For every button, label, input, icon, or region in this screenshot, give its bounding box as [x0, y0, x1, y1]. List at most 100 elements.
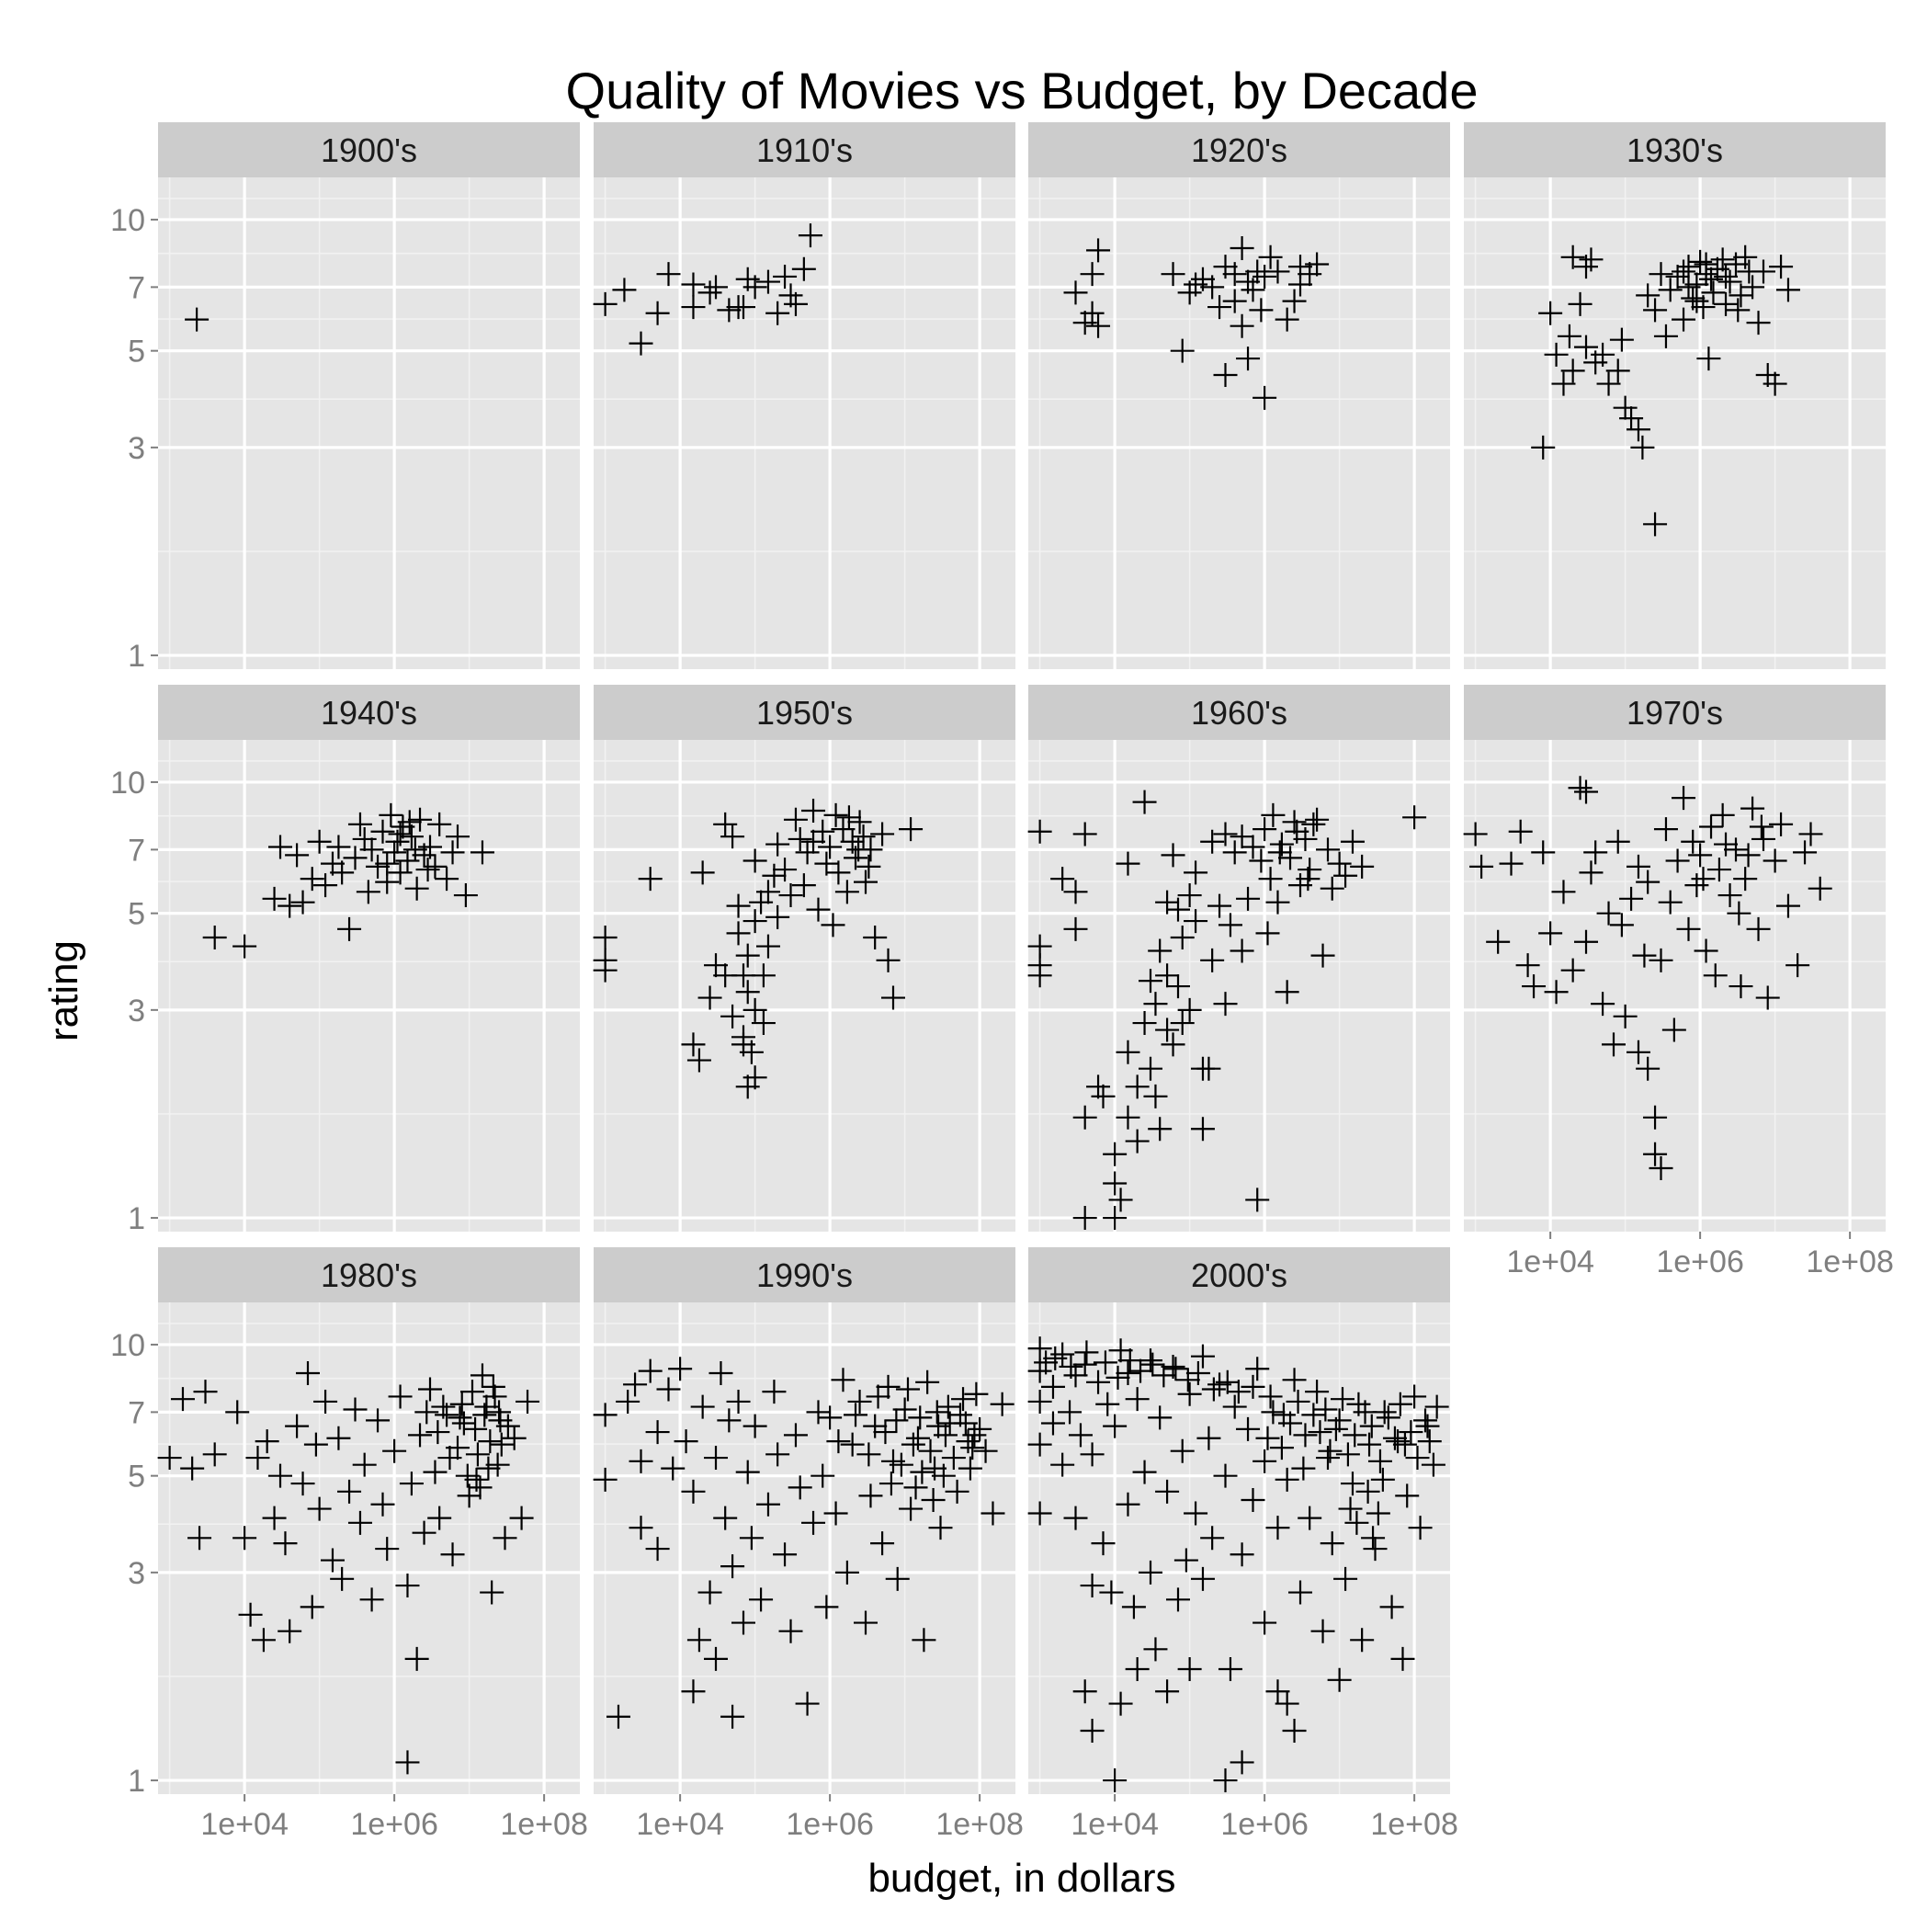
data-point	[408, 807, 433, 832]
data-point	[1691, 867, 1716, 892]
data-point	[1746, 916, 1771, 941]
data-point	[303, 1432, 328, 1457]
data-point	[295, 1361, 320, 1385]
data-point	[1684, 289, 1709, 313]
data-point	[968, 1416, 992, 1441]
panel-background	[1028, 740, 1450, 1232]
data-point	[1258, 1384, 1283, 1409]
data-point	[742, 848, 767, 873]
data-point	[656, 262, 681, 287]
data-point	[1310, 943, 1335, 968]
data-point	[903, 1475, 928, 1500]
data-point	[238, 1602, 263, 1627]
data-point	[1579, 247, 1604, 272]
data-point	[255, 1429, 279, 1454]
facet-panel: 1970's 1e+04 1e+06 1e+08	[1463, 685, 1894, 1279]
data-point	[765, 1442, 790, 1467]
facet-strip	[594, 685, 1015, 740]
data-point	[690, 860, 715, 885]
data-point	[856, 1442, 881, 1467]
data-point	[493, 1526, 517, 1551]
data-point	[412, 1520, 436, 1545]
data-point	[1763, 848, 1787, 873]
data-point	[681, 1679, 706, 1704]
data-point	[278, 1619, 302, 1643]
data-point	[1696, 347, 1721, 371]
data-point	[1390, 1646, 1415, 1671]
data-point	[356, 880, 380, 904]
data-point	[1298, 1506, 1322, 1530]
data-point	[951, 1387, 976, 1412]
data-point	[1093, 1350, 1117, 1375]
data-point	[313, 1389, 338, 1414]
data-point	[1213, 992, 1238, 1017]
data-point	[1763, 371, 1787, 396]
data-point	[1200, 829, 1225, 854]
data-point	[1688, 249, 1713, 274]
facet-label: 1950's	[756, 694, 853, 732]
data-point	[1544, 980, 1569, 1005]
data-point	[704, 1646, 729, 1671]
facet-label: 1920's	[1191, 131, 1287, 169]
data-point	[854, 869, 878, 894]
data-point	[474, 1394, 499, 1419]
facet-panel: 1990's 1e+04 1e+06 1e+08	[593, 1247, 1024, 1842]
data-point	[884, 1408, 909, 1433]
facet-strip	[594, 1247, 1015, 1302]
data-point	[1241, 1374, 1265, 1399]
data-point	[1643, 1105, 1668, 1130]
data-point	[451, 1411, 476, 1436]
data-point	[1222, 289, 1247, 313]
data-point	[1717, 269, 1742, 294]
y-tick-label: 10	[110, 1328, 145, 1363]
data-point	[435, 867, 459, 892]
data-point	[1215, 1369, 1240, 1394]
data-point	[440, 840, 465, 865]
data-point	[1703, 963, 1728, 988]
data-point	[1108, 1691, 1133, 1716]
data-point	[1177, 1657, 1202, 1682]
data-point	[1170, 1011, 1195, 1036]
data-point	[681, 272, 706, 297]
data-point	[459, 1380, 484, 1404]
data-point	[645, 1537, 670, 1562]
data-point	[1350, 854, 1375, 879]
data-point	[1230, 938, 1254, 963]
data-point	[1155, 1017, 1180, 1042]
data-point	[202, 1442, 227, 1467]
data-point	[262, 886, 287, 911]
data-point	[742, 1065, 767, 1090]
data-point	[285, 1414, 310, 1438]
data-point	[851, 824, 876, 849]
data-point	[379, 802, 403, 827]
data-point	[941, 1446, 966, 1471]
data-point	[826, 1429, 851, 1454]
data-point	[1086, 1369, 1111, 1394]
data-point	[1063, 280, 1088, 305]
data-point	[1222, 1394, 1247, 1419]
data-point	[1417, 1429, 1442, 1454]
data-point	[889, 1452, 913, 1477]
data-point	[307, 829, 332, 854]
data-point	[313, 873, 338, 898]
data-point	[470, 1363, 494, 1388]
data-point	[788, 826, 812, 851]
data-point	[1402, 1384, 1427, 1409]
data-point	[731, 1610, 755, 1635]
facet-label: 1900's	[321, 131, 417, 169]
data-point	[1626, 1040, 1650, 1064]
data-point	[1161, 843, 1185, 868]
data-point	[751, 963, 776, 988]
data-point	[1207, 295, 1232, 320]
data-point	[395, 1750, 420, 1775]
data-point	[755, 880, 780, 904]
data-point	[1293, 1423, 1318, 1448]
facet-label: 1990's	[756, 1256, 853, 1294]
data-point	[1116, 1105, 1140, 1130]
data-point	[245, 1446, 270, 1471]
data-point	[1285, 819, 1309, 844]
data-point	[739, 1526, 764, 1551]
data-point	[1653, 324, 1678, 348]
data-point	[1740, 275, 1765, 300]
